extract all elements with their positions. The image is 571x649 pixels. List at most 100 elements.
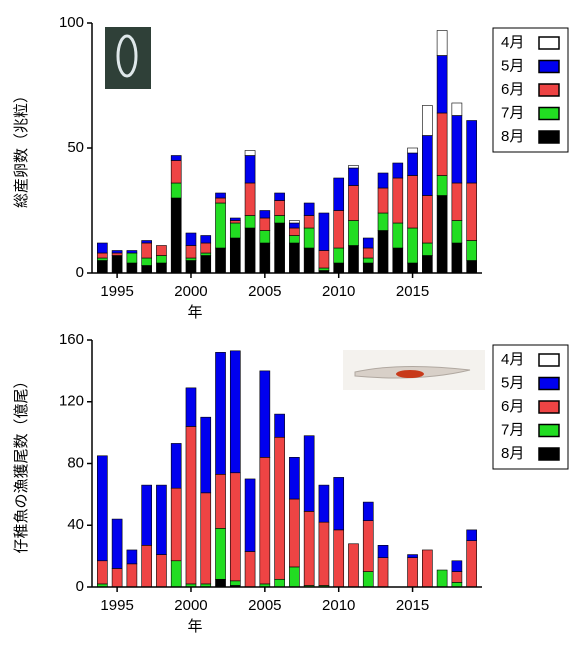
y-tick-label: 0: [76, 264, 84, 281]
bar-segment: [170, 182, 182, 199]
bar-segment: [289, 235, 300, 244]
bar-segment: [215, 474, 226, 529]
y-tick-label: 160: [59, 331, 84, 348]
bar-segment: [407, 175, 418, 229]
bar-segment: [200, 235, 212, 244]
bar-segment: [289, 498, 300, 568]
bar-segment: [333, 210, 345, 249]
bar-segment: [407, 152, 418, 176]
bar-segment: [392, 222, 404, 249]
bar-segment: [259, 217, 271, 231]
bar-segment: [170, 560, 182, 588]
x-tick-label: 2010: [322, 283, 355, 300]
bar-segment: [451, 115, 463, 184]
bar-segment: [185, 387, 197, 427]
bar-segment: [451, 571, 463, 583]
bar-segment: [289, 457, 300, 500]
egg-shape: [116, 34, 138, 78]
x-tick-label: 2015: [396, 597, 429, 614]
x-axis-label: 年: [187, 618, 202, 635]
bar-segment: [229, 217, 241, 221]
bar-segment: [362, 501, 374, 521]
bar-segment: [111, 255, 123, 274]
bar-segment: [289, 220, 300, 224]
x-tick-label: 1995: [100, 597, 133, 614]
bar-segment: [244, 478, 256, 552]
bar-segment: [407, 557, 418, 588]
bar-segment: [466, 120, 477, 184]
bar-segment: [215, 197, 226, 204]
bar-segment: [451, 560, 463, 572]
bar-segment: [407, 227, 418, 264]
bar-segment: [215, 247, 226, 274]
legend-label: 5月: [501, 374, 524, 391]
x-axis-label: 年: [187, 304, 202, 321]
bar-segment: [259, 242, 271, 274]
bar-segment: [318, 212, 330, 251]
bar-segment: [392, 247, 404, 274]
bar-segment: [318, 484, 330, 523]
bar-segment: [156, 255, 167, 264]
bar-segment: [392, 162, 404, 179]
x-tick-label: 1995: [100, 283, 133, 300]
bar-segment: [362, 247, 374, 259]
bar-segment: [422, 105, 433, 136]
bar-segment: [141, 265, 152, 274]
bar-segment: [156, 245, 167, 256]
bar-segment: [466, 260, 477, 274]
bar-segment: [451, 102, 463, 116]
bar-segment: [303, 511, 315, 586]
bar-segment: [362, 262, 374, 274]
bar-segment: [362, 571, 374, 588]
bar-segment: [274, 578, 285, 588]
bar-segment: [126, 549, 138, 565]
legend-label: 7月: [501, 421, 524, 438]
bar-segment: [348, 165, 359, 169]
y-tick-label: 80: [67, 454, 84, 471]
bar-segment: [318, 267, 330, 271]
bar-segment: [318, 521, 330, 586]
bar-segment: [215, 202, 226, 249]
bar-segment: [170, 487, 182, 562]
legend-swatch: [538, 353, 560, 367]
bar-segment: [274, 200, 285, 216]
legend-swatch: [538, 376, 560, 391]
bar-segment: [303, 227, 315, 249]
bar-segment: [259, 210, 271, 219]
bar-segment: [392, 177, 404, 224]
bar-segment: [303, 215, 315, 229]
bar-segment: [244, 155, 256, 184]
bar-segment: [111, 518, 123, 569]
y-axis-label: 仔稚魚の漁獲尾数（億尾）: [13, 373, 30, 553]
bar-segment: [215, 528, 226, 580]
legend-label: 7月: [501, 104, 524, 121]
bar-segment: [97, 257, 108, 261]
x-tick-label: 2005: [248, 283, 281, 300]
legend-swatch: [538, 130, 560, 144]
legend-swatch: [538, 59, 560, 74]
legend-swatch: [538, 106, 560, 121]
fish-belly: [396, 370, 424, 378]
bar-segment: [348, 185, 359, 221]
bar-segment: [97, 260, 108, 274]
bar-segment: [422, 242, 433, 256]
bar-segment: [466, 240, 477, 261]
bar-segment: [377, 212, 389, 231]
bar-segment: [215, 192, 226, 199]
legend-swatch: [538, 36, 560, 50]
bar-segment: [97, 560, 108, 585]
bar-segment: [422, 549, 433, 588]
bar-segment: [170, 155, 182, 161]
bar-segment: [259, 370, 271, 458]
bar-segment: [274, 192, 285, 201]
bar-segment: [407, 554, 418, 558]
bar-segment: [200, 255, 212, 274]
bar-segment: [274, 215, 285, 224]
bar-segment: [303, 202, 315, 216]
bar-segment: [156, 554, 167, 588]
bar-segment: [185, 245, 197, 259]
bar-segment: [244, 551, 256, 588]
bar-segment: [244, 150, 256, 156]
bar-segment: [229, 580, 241, 586]
bar-segment: [436, 55, 448, 114]
